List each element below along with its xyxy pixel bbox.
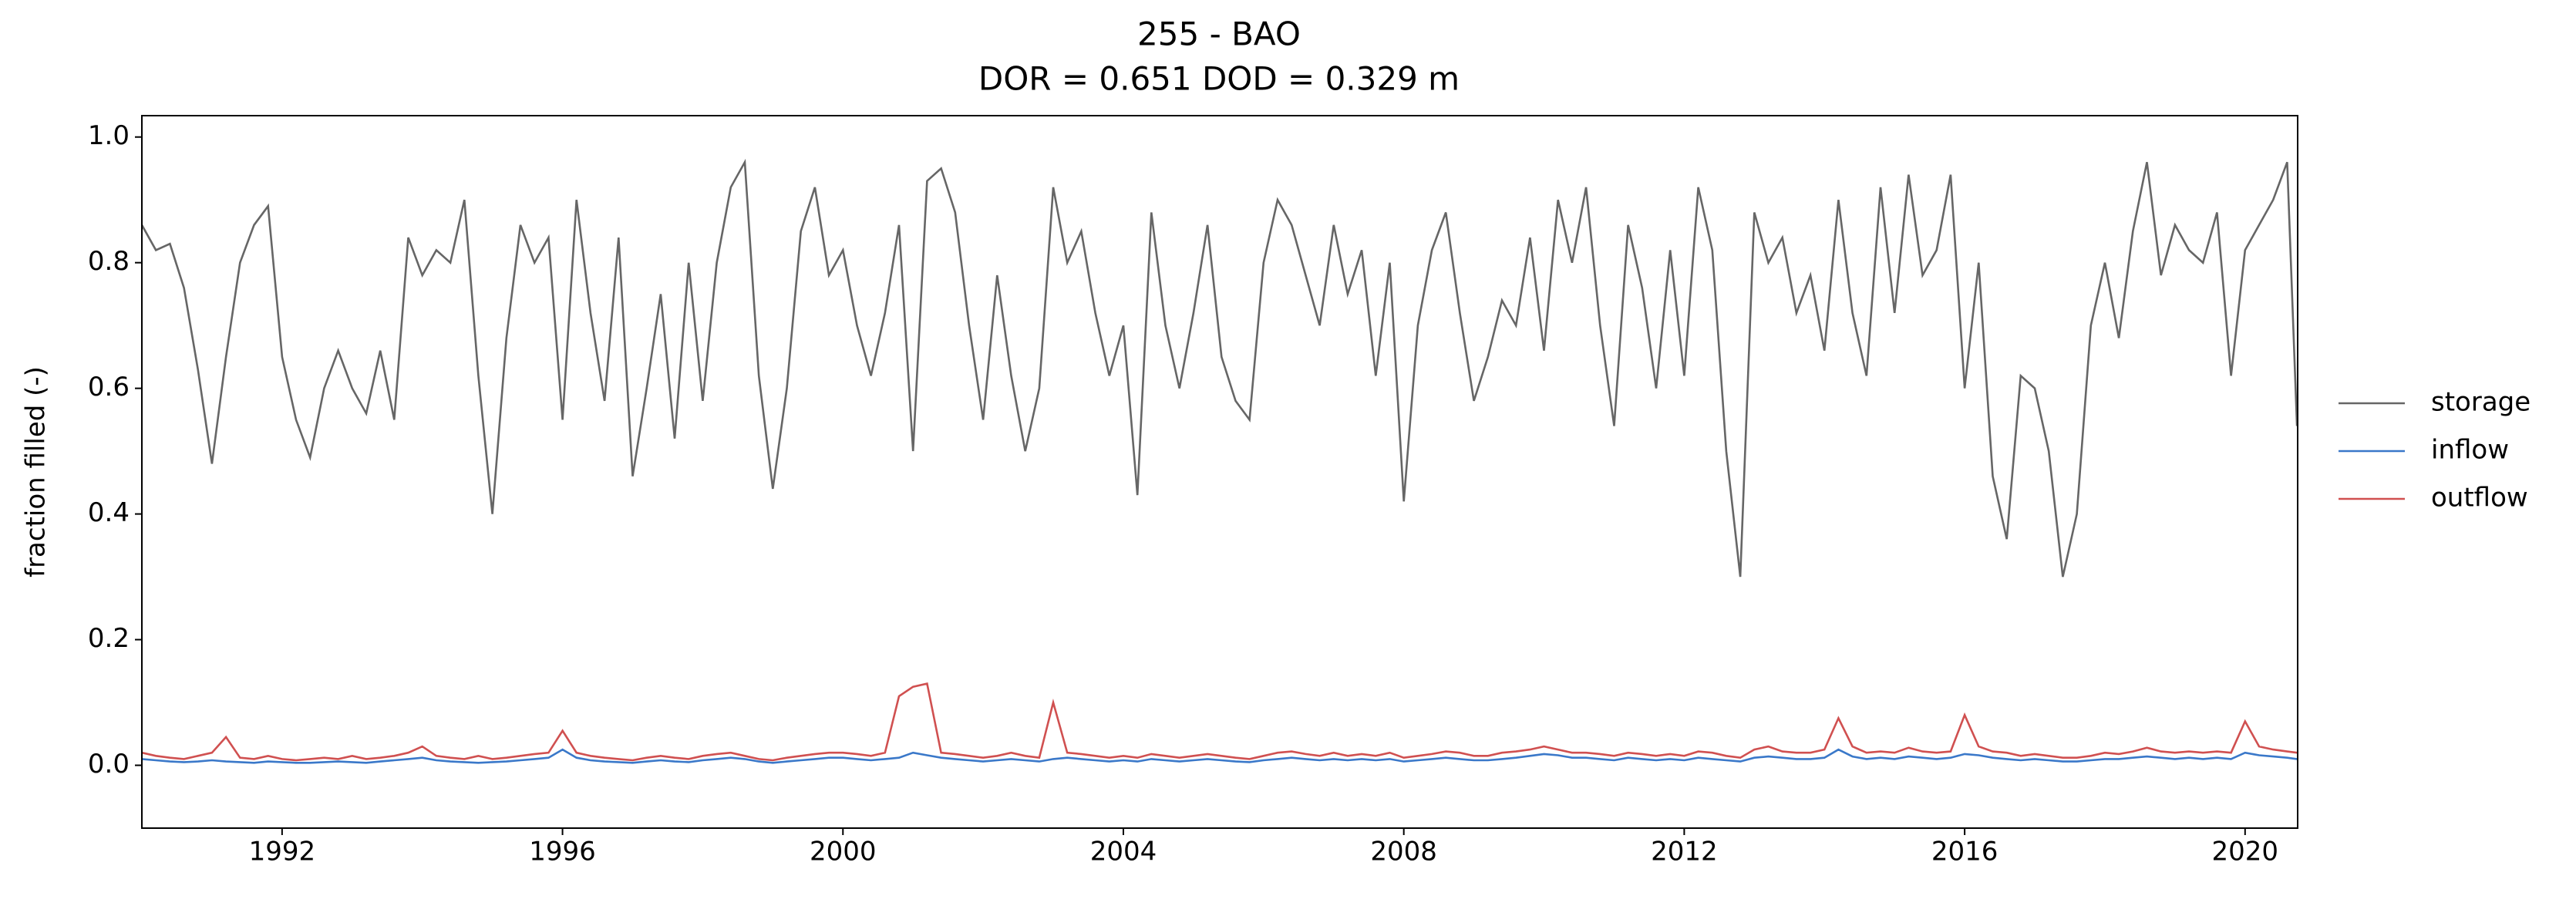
- x-tick-label: 2000: [810, 837, 877, 867]
- chart-title: 255 - BAO: [1137, 15, 1301, 53]
- legend-label: outflow: [2431, 483, 2528, 514]
- y-tick-label: 0.0: [88, 749, 130, 780]
- y-tick-label: 0.4: [88, 497, 130, 528]
- series-line: [142, 158, 2298, 578]
- y-tick-label: 0.2: [88, 623, 130, 654]
- x-tick-label: 2008: [1370, 837, 1437, 867]
- y-tick-label: 0.8: [88, 246, 130, 277]
- x-tick-label: 1992: [249, 837, 316, 867]
- chart-subtitle: DOR = 0.651 DOD = 0.329 m: [978, 60, 1460, 98]
- x-tick-label: 2020: [2212, 837, 2279, 867]
- x-tick-label: 1996: [529, 837, 596, 867]
- legend-label: inflow: [2431, 435, 2509, 466]
- x-tick-label: 2012: [1651, 837, 1718, 867]
- series-line: [142, 682, 2298, 762]
- y-tick-label: 1.0: [88, 120, 130, 151]
- legend-label: storage: [2431, 387, 2531, 418]
- y-axis-label: fraction filled (-): [21, 366, 52, 578]
- series-line: [142, 748, 2298, 764]
- x-tick-label: 2016: [1931, 837, 1999, 867]
- plot-frame: [141, 115, 2298, 829]
- x-tick-label: 2004: [1090, 837, 1157, 867]
- y-tick-label: 0.6: [88, 372, 130, 402]
